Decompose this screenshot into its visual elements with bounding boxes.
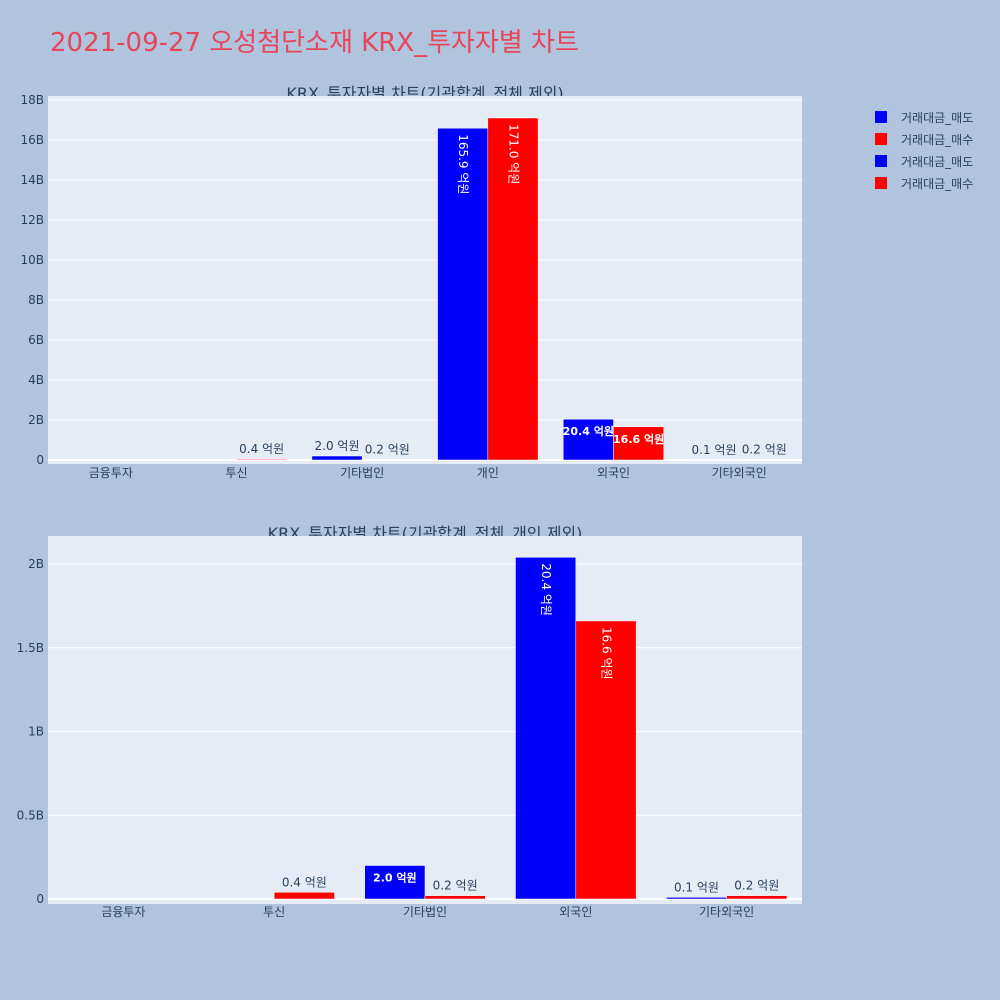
legend-label: 거래대금_매수 xyxy=(901,176,974,191)
chart-1-data-label: 165.9 억원 xyxy=(456,134,470,194)
chart-1-ytick-label: 0 xyxy=(36,453,44,467)
chart-1-data-label: 0.2 억원 xyxy=(365,443,410,457)
legend-label: 거래대금_매도 xyxy=(901,154,974,169)
legend: 거래대금_매도 거래대금_매수 거래대금_매도 거래대금_매수 xyxy=(875,106,973,194)
chart-1-bar xyxy=(437,127,489,461)
legend-label: 거래대금_매도 xyxy=(901,110,974,125)
chart-2-xtick-label: 기타외국인 xyxy=(699,905,754,919)
chart-1-data-label: 16.6 억원 xyxy=(613,432,664,446)
chart-1-ytick-label: 14B xyxy=(20,173,44,187)
chart-1-ytick-label: 4B xyxy=(28,373,44,387)
chart-1-ytick-label: 16B xyxy=(20,133,44,147)
chart-1-bar xyxy=(562,418,614,461)
chart-2-data-label: 20.4 억원 xyxy=(539,563,553,616)
chart-2-ytick-label: 1B xyxy=(28,725,44,739)
chart-2-xtick-label: 외국인 xyxy=(559,905,592,919)
chart-1-ytick-label: 8B xyxy=(28,293,44,307)
chart-1-ytick-label: 12B xyxy=(20,213,44,227)
chart-2-ytick-label: 2B xyxy=(28,557,44,571)
legend-item-sell-2[interactable]: 거래대금_매도 xyxy=(875,150,973,172)
chart-2-data-label: 0.1 억원 xyxy=(674,880,719,894)
chart-2-xtick-label: 금융투자 xyxy=(101,905,145,919)
chart-1-plot-area xyxy=(48,96,802,464)
chart-2-ytick-label: 0 xyxy=(36,892,44,906)
chart-2-bar xyxy=(364,865,426,900)
legend-swatch-buy xyxy=(875,133,887,145)
chart-1-data-label: 0.1 억원 xyxy=(692,443,737,457)
chart-2-bar xyxy=(726,895,788,900)
chart-1-ytick-label: 6B xyxy=(28,333,44,347)
chart-2-xtick-label: 기타법인 xyxy=(403,905,447,919)
legend-label: 거래대금_매수 xyxy=(901,132,974,147)
chart-2-data-label: 0.2 억원 xyxy=(734,879,779,893)
chart-1-xtick-label: 개인 xyxy=(477,466,499,480)
chart-1-bar xyxy=(311,455,363,461)
chart-2-data-label: 2.0 억원 xyxy=(373,871,417,885)
chart-1-data-label: 0.4 억원 xyxy=(239,442,284,456)
chart-2-data-label: 16.6 억원 xyxy=(599,627,613,680)
chart-1-xtick-label: 기타외국인 xyxy=(712,466,767,480)
chart-1-xtick-label: 투신 xyxy=(225,466,247,480)
chart-1-data-label: 171.0 억원 xyxy=(506,124,520,184)
legend-item-sell-1[interactable]: 거래대금_매도 xyxy=(875,106,973,128)
chart-1-bar xyxy=(487,117,539,461)
chart-2-ytick-label: 0.5B xyxy=(17,808,44,822)
chart-2-plot-area xyxy=(48,536,802,904)
chart-1-xtick-label: 금융투자 xyxy=(89,466,133,480)
legend-swatch-sell xyxy=(875,155,887,167)
chart-2-bar xyxy=(273,892,335,900)
chart-1-bar xyxy=(613,426,665,461)
legend-item-buy-2[interactable]: 거래대금_매수 xyxy=(875,172,973,194)
legend-item-buy-1[interactable]: 거래대금_매수 xyxy=(875,128,973,150)
legend-swatch-sell xyxy=(875,111,887,123)
chart-1-ytick-label: 10B xyxy=(20,253,44,267)
chart-2-bar xyxy=(666,897,727,900)
chart-1-data-label: 0.2 억원 xyxy=(742,443,787,457)
chart-2-bar xyxy=(424,895,486,900)
chart-2-xtick-label: 투신 xyxy=(263,905,285,919)
chart-1-xtick-label: 기타법인 xyxy=(340,466,384,480)
chart-2-data-label: 0.4 억원 xyxy=(282,875,327,889)
chart-1-ytick-label: 18B xyxy=(20,93,44,107)
chart-2-ytick-label: 1.5B xyxy=(17,641,44,655)
legend-swatch-buy xyxy=(875,177,887,189)
chart-1-data-label: 20.4 억원 xyxy=(563,424,614,438)
chart-1-data-label: 2.0 억원 xyxy=(315,439,360,453)
chart-2-data-label: 0.2 억원 xyxy=(433,879,478,893)
chart-1-bar xyxy=(236,458,288,461)
chart-1-ytick-label: 2B xyxy=(28,413,44,427)
page-title: 2021-09-27 오성첨단소재 KRX_투자자별 차트 xyxy=(50,28,579,58)
chart-2-bar xyxy=(515,557,577,900)
chart-1-xtick-label: 외국인 xyxy=(597,466,630,480)
chart-2-bar xyxy=(575,620,637,900)
